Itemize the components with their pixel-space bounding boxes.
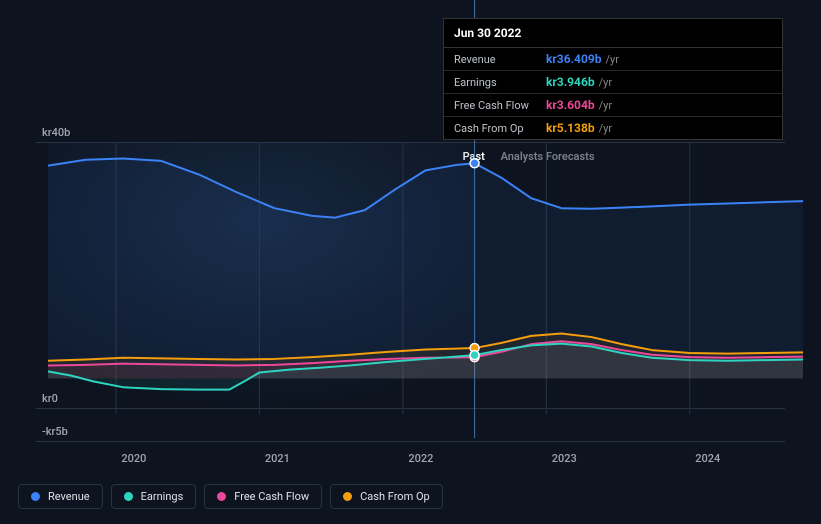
financial-forecast-chart: kr40b kr0 -kr5b Past Analysts Forecasts … — [18, 0, 803, 470]
x-label-2022: 2022 — [408, 452, 433, 465]
legend-item-fcf[interactable]: Free Cash Flow — [204, 484, 322, 509]
tooltip-label-cfo: Cash From Op — [454, 122, 546, 135]
tooltip-date: Jun 30 2022 — [444, 19, 782, 48]
tooltip-label-revenue: Revenue — [454, 53, 546, 66]
tooltip-row-cfo: Cash From Opkr5.138b/yr — [444, 117, 782, 139]
hover-tooltip: Jun 30 2022 Revenuekr36.409b/yrEarningsk… — [443, 18, 783, 140]
gridline-0 — [36, 408, 785, 409]
tooltip-value-cfo: kr5.138b — [546, 121, 595, 135]
legend-item-cfo[interactable]: Cash From Op — [330, 484, 443, 509]
legend-item-earnings[interactable]: Earnings — [111, 484, 197, 509]
tooltip-label-earnings: Earnings — [454, 76, 546, 89]
tooltip-value-revenue: kr36.409b — [546, 52, 601, 66]
tooltip-row-revenue: Revenuekr36.409b/yr — [444, 48, 782, 71]
legend-swatch-cfo — [343, 492, 352, 501]
legend-label-revenue: Revenue — [48, 490, 90, 503]
hover-dot-earnings — [470, 351, 479, 360]
hover-dot-revenue — [470, 159, 479, 168]
legend-label-earnings: Earnings — [141, 490, 184, 503]
tooltip-unit-fcf: /yr — [599, 99, 612, 112]
legend-swatch-fcf — [217, 492, 226, 501]
tooltip-label-fcf: Free Cash Flow — [454, 99, 546, 112]
tooltip-row-earnings: Earningskr3.946b/yr — [444, 71, 782, 94]
legend-item-revenue[interactable]: Revenue — [18, 484, 103, 509]
legend-label-fcf: Free Cash Flow — [234, 490, 309, 503]
y-label-neg5b: -kr5b — [42, 425, 68, 438]
tooltip-unit-cfo: /yr — [599, 122, 612, 135]
tooltip-value-earnings: kr3.946b — [546, 75, 595, 89]
x-label-2023: 2023 — [552, 452, 577, 465]
x-label-2020: 2020 — [121, 452, 146, 465]
tooltip-unit-revenue: /yr — [605, 53, 618, 66]
x-label-2021: 2021 — [265, 452, 290, 465]
tooltip-value-fcf: kr3.604b — [546, 98, 595, 112]
legend: Revenue Earnings Free Cash Flow Cash Fro… — [18, 484, 443, 509]
plot-area[interactable] — [48, 142, 803, 408]
legend-swatch-revenue — [31, 492, 40, 501]
tooltip-row-fcf: Free Cash Flowkr3.604b/yr — [444, 94, 782, 117]
x-label-2024: 2024 — [695, 452, 720, 465]
tooltip-unit-earnings: /yr — [599, 76, 612, 89]
gridline-neg5b — [36, 441, 785, 442]
legend-label-cfo: Cash From Op — [360, 490, 430, 503]
y-label-40b: kr40b — [42, 126, 70, 139]
legend-swatch-earnings — [124, 492, 133, 501]
